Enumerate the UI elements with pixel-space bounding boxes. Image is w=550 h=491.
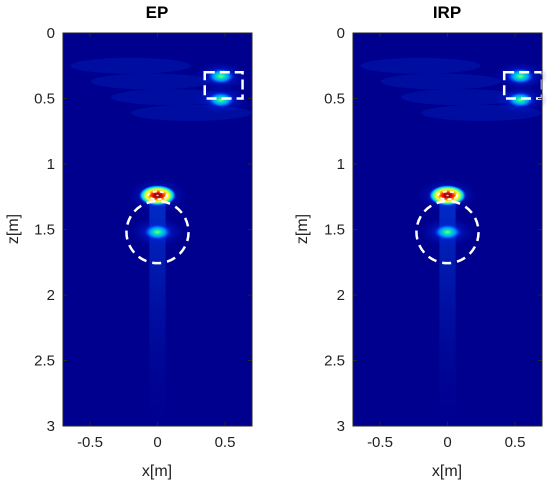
- panel-irp: IRP 0 0.5 1 1.5 2 2.5 3 -0.5 0 0.5 x[m] z[m]: [294, 3, 548, 480]
- hotspot: [207, 68, 235, 85]
- y-tick-label: 3: [47, 418, 55, 435]
- x-axis-label-ep: x[m]: [142, 463, 172, 480]
- y-tick-label: 2: [47, 287, 55, 304]
- y-tick-label: 2.5: [34, 353, 55, 370]
- signal-streak: [439, 203, 456, 426]
- chart-title-irp: IRP: [433, 3, 461, 22]
- y-tick-label: 0: [47, 25, 55, 42]
- y-tick-label: 1.5: [324, 222, 345, 239]
- y-tick-label: 2: [337, 287, 345, 304]
- y-tick-label: 2.5: [324, 353, 345, 370]
- hotspot: [506, 68, 534, 85]
- hotspot: [144, 224, 171, 240]
- annotation-rectangle: [203, 71, 244, 100]
- y-tick-label: 1.5: [34, 222, 55, 239]
- y-tick-label: 0.5: [34, 91, 55, 108]
- annotations-ep: [125, 71, 244, 265]
- heatmap-image-ep: [63, 33, 252, 426]
- panel-ep: EP 0 0.5 1 1.5 2 2.5 3 -0.5 0 0.5 x[m] z[m]: [5, 3, 253, 480]
- x-tick-label: -0.5: [367, 434, 393, 451]
- clutter-band: [90, 73, 211, 90]
- clutter-band: [70, 57, 191, 74]
- y-tick-label: 0: [337, 25, 345, 42]
- hotspot: [434, 224, 461, 240]
- ticks-irp: 0 0.5 1 1.5 2 2.5 3 -0.5 0 0.5: [324, 25, 542, 451]
- clutter-band: [401, 89, 521, 106]
- x-tick-label: 0: [443, 434, 451, 451]
- annotation-ellipse: [147, 190, 168, 201]
- hotspot: [207, 91, 235, 108]
- y-tick-label: 0.5: [324, 91, 345, 108]
- x-tick-label: 0.5: [505, 434, 526, 451]
- clutter-band: [360, 57, 481, 74]
- ticks-ep: 0 0.5 1 1.5 2 2.5 3 -0.5 0 0.5: [34, 25, 252, 451]
- hotspot-peak: [428, 184, 467, 206]
- annotation-ellipse: [437, 190, 458, 201]
- y-tick-label: 1: [337, 156, 345, 173]
- signal-streak: [149, 203, 166, 426]
- x-tick-label: 0: [153, 434, 161, 451]
- chart-title-ep: EP: [146, 3, 169, 22]
- x-tick-label: -0.5: [77, 434, 103, 451]
- y-tick-label: 3: [337, 418, 345, 435]
- hotspot-peak: [138, 184, 177, 206]
- x-axis-label-irp: x[m]: [432, 463, 462, 480]
- heatmap-image-irp: [353, 33, 548, 426]
- annotation-circle: [125, 199, 190, 265]
- hotspot: [506, 91, 534, 108]
- y-axis-label-irp: z[m]: [294, 214, 311, 244]
- annotation-circle: [415, 199, 480, 265]
- x-tick-label: 0.5: [215, 434, 236, 451]
- clutter-band: [380, 73, 501, 90]
- y-tick-label: 1: [47, 156, 55, 173]
- y-axis-label-ep: z[m]: [5, 214, 22, 244]
